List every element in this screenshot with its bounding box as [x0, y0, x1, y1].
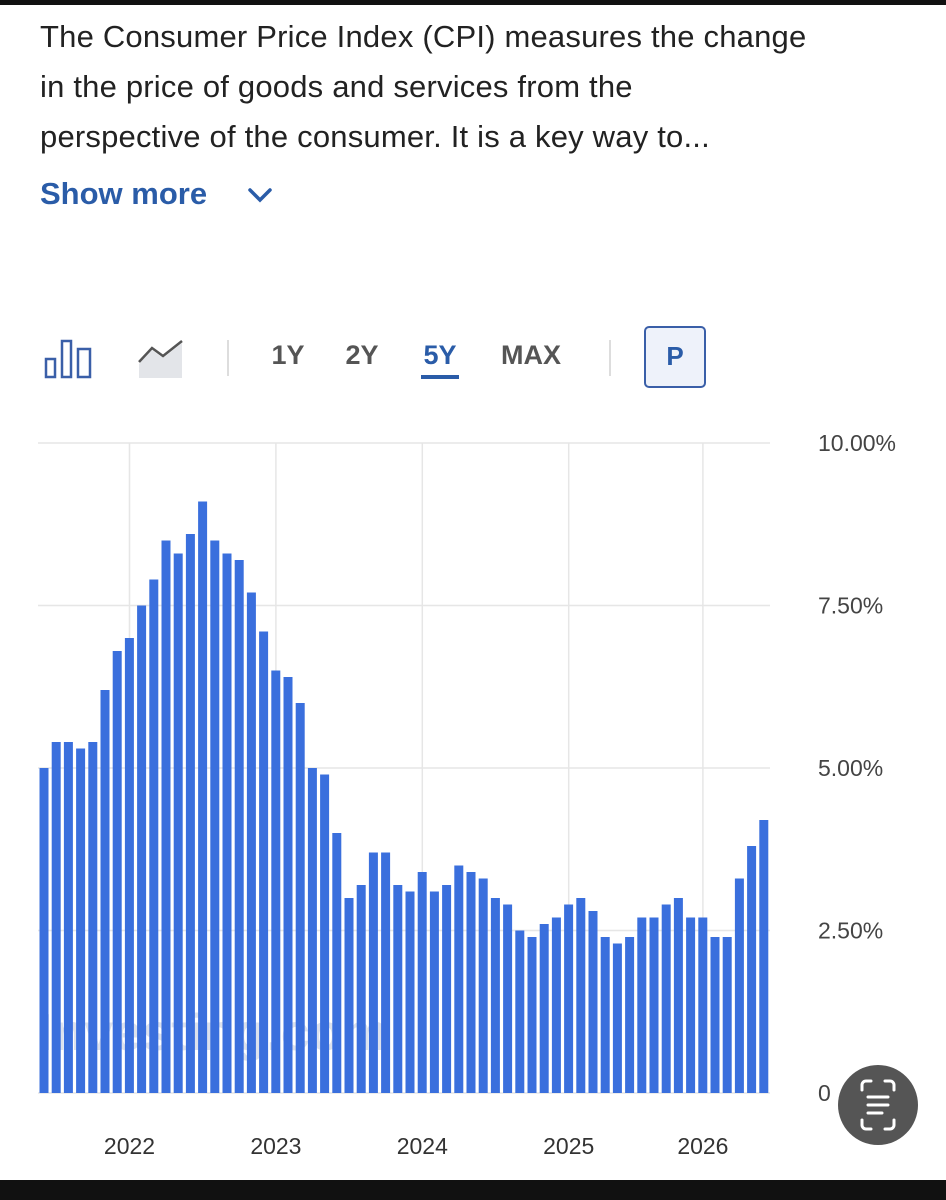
bar	[612, 943, 622, 1093]
bar	[246, 592, 256, 1093]
x-tick-label: 2022	[104, 1133, 155, 1159]
bar	[429, 891, 439, 1093]
bar	[588, 911, 598, 1093]
bar	[466, 872, 476, 1093]
x-tick-label: 2023	[250, 1133, 301, 1159]
badge-box[interactable]	[644, 326, 706, 388]
bar	[734, 878, 744, 1093]
show-more[interactable]: Show more	[40, 176, 208, 211]
bar	[442, 885, 452, 1093]
bar	[295, 703, 305, 1093]
y-tick-label: 5.00%	[818, 755, 883, 781]
bar	[503, 904, 513, 1093]
x-tick-label: 2024	[397, 1133, 448, 1159]
bar	[698, 917, 708, 1093]
bar	[63, 742, 73, 1093]
bar	[478, 878, 488, 1093]
description: The Consumer Price Index (CPI) measures …	[40, 12, 806, 162]
bar	[112, 651, 122, 1093]
scan-button[interactable]	[838, 1065, 918, 1145]
bar	[234, 560, 244, 1093]
chevron[interactable]	[246, 185, 274, 207]
bar	[283, 677, 293, 1093]
bar	[76, 748, 86, 1093]
bar	[393, 885, 403, 1093]
bar	[307, 768, 317, 1093]
bar	[637, 917, 647, 1093]
range-button[interactable]: MAX	[501, 340, 561, 370]
bar	[173, 553, 183, 1093]
bar	[51, 742, 61, 1093]
bar	[527, 937, 537, 1093]
bar	[356, 885, 366, 1093]
range-button[interactable]: 1Y	[271, 340, 304, 370]
bar	[551, 917, 561, 1093]
y-tick-label: 2.50%	[818, 918, 883, 944]
bar	[332, 833, 342, 1093]
bar	[381, 852, 391, 1093]
bar	[210, 540, 220, 1093]
bar	[710, 937, 720, 1093]
description-line: The Consumer Price Index (CPI) measures …	[40, 19, 807, 54]
bar	[686, 917, 696, 1093]
bar	[344, 898, 354, 1093]
area-type-button[interactable]	[138, 340, 183, 378]
description-line: in the price of goods and services from …	[40, 69, 633, 104]
bar	[661, 904, 671, 1093]
bar	[259, 631, 269, 1093]
bar	[759, 820, 769, 1093]
y-tick-label: 10.00%	[818, 430, 896, 456]
bar	[490, 898, 500, 1093]
bar	[539, 924, 549, 1093]
bar	[454, 865, 464, 1093]
bar	[88, 742, 98, 1093]
bar	[747, 846, 757, 1093]
bar	[320, 774, 330, 1093]
bar	[673, 898, 683, 1093]
bar	[515, 930, 525, 1093]
badge[interactable]: P	[666, 341, 683, 371]
x-tick-label: 2026	[677, 1133, 728, 1159]
bar	[405, 891, 415, 1093]
bar	[625, 937, 635, 1093]
x-tick-label: 2025	[543, 1133, 594, 1159]
bar	[137, 605, 147, 1093]
bar	[649, 917, 659, 1093]
range-button[interactable]: 5Y	[423, 340, 456, 370]
bar	[198, 501, 208, 1093]
y-tick-label: 0	[818, 1080, 831, 1106]
description-line: perspective of the consumer. It is a key…	[40, 119, 710, 154]
top-border	[0, 0, 946, 5]
bar	[100, 690, 110, 1093]
bar	[39, 768, 49, 1093]
bar	[185, 534, 195, 1093]
bar-type-button[interactable]	[44, 339, 92, 379]
bar	[722, 937, 732, 1093]
bar	[368, 852, 378, 1093]
bar	[124, 638, 134, 1093]
y-tick-label: 7.50%	[818, 593, 883, 619]
bar	[271, 670, 281, 1093]
bar	[600, 937, 610, 1093]
bar	[564, 904, 574, 1093]
bar	[222, 553, 232, 1093]
range-underline	[421, 375, 459, 379]
bar	[161, 540, 171, 1093]
bar	[576, 898, 586, 1093]
bar	[149, 579, 159, 1093]
bar	[417, 872, 427, 1093]
range-button[interactable]: 2Y	[345, 340, 378, 370]
bottom-bar	[0, 1180, 946, 1200]
